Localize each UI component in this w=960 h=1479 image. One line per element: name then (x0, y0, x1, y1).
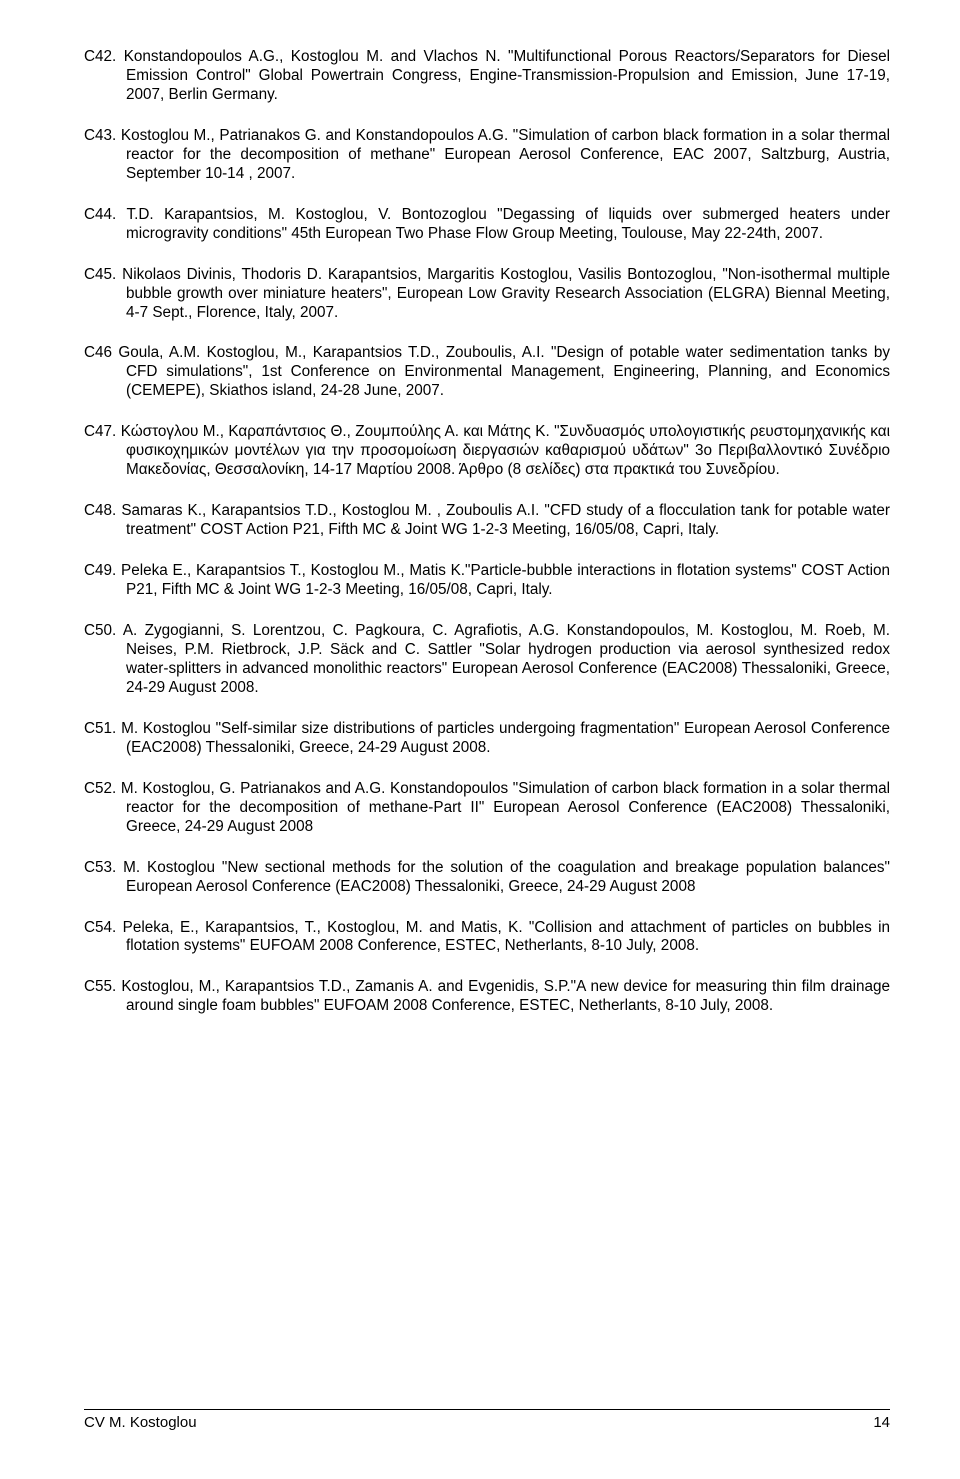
reference-id: C55. (84, 978, 116, 995)
reference-id: C43. (84, 127, 116, 144)
reference-id: C44. (84, 206, 116, 223)
reference-entry: C50. A. Zygogianni, S. Lorentzou, C. Pag… (84, 622, 890, 698)
reference-text: Peleka E., Karapantsios T., Kostoglou M.… (121, 562, 890, 598)
reference-id: C49. (84, 562, 116, 579)
reference-id: C53. (84, 859, 116, 876)
reference-text: Konstandopoulos A.G., Kostoglou M. and V… (124, 48, 890, 103)
reference-entry: C51. M. Kostoglou "Self-similar size dis… (84, 720, 890, 758)
reference-entry: C53. M. Kostoglou "New sectional methods… (84, 859, 890, 897)
reference-text: M. Kostoglou "New sectional methods for … (123, 859, 890, 895)
reference-id: C45. (84, 266, 116, 283)
reference-id: C48. (84, 502, 116, 519)
reference-entry: C45. Nikolaos Divinis, Thodoris D. Karap… (84, 266, 890, 323)
reference-id: C54. (84, 919, 116, 936)
footer-left: CV M. Kostoglou (84, 1414, 197, 1431)
footer-page-number: 14 (873, 1414, 890, 1431)
reference-entry: C47. Κώστογλου Μ., Καραπάντσιος Θ., Ζουμ… (84, 423, 890, 480)
reference-entry: C44. T.D. Karapantsios, M. Kostoglou, V.… (84, 206, 890, 244)
reference-text: A. Zygogianni, S. Lorentzou, C. Pagkoura… (123, 622, 890, 696)
reference-id: C46 (84, 344, 112, 361)
reference-entry: C52. M. Kostoglou, G. Patrianakos and A.… (84, 780, 890, 837)
reference-list: C42. Konstandopoulos A.G., Kostoglou M. … (84, 48, 890, 1016)
reference-id: C51. (84, 720, 116, 737)
reference-entry: C49. Peleka E., Karapantsios T., Kostogl… (84, 562, 890, 600)
reference-id: C42. (84, 48, 116, 65)
reference-text: T.D. Karapantsios, M. Kostoglou, V. Bont… (126, 206, 890, 242)
reference-id: C50. (84, 622, 116, 639)
reference-text: Nikolaos Divinis, Thodoris D. Karapantsi… (122, 266, 890, 321)
reference-entry: C48. Samaras K., Karapantsios T.D., Kost… (84, 502, 890, 540)
reference-text: Goula, A.M. Kostoglou, M., Karapantsios … (118, 344, 890, 399)
reference-entry: C54. Peleka, E., Karapantsios, T., Kosto… (84, 919, 890, 957)
reference-text: Kostoglou, M., Karapantsios T.D., Zamani… (121, 978, 890, 1014)
reference-id: C52. (84, 780, 116, 797)
reference-text: Kostoglou M., Patrianakos G. and Konstan… (121, 127, 890, 182)
reference-entry: C43. Kostoglou M., Patrianakos G. and Ko… (84, 127, 890, 184)
reference-text: M. Kostoglou, G. Patrianakos and A.G. Ko… (121, 780, 890, 835)
reference-entry: C42. Konstandopoulos A.G., Kostoglou M. … (84, 48, 890, 105)
reference-entry: C55. Kostoglou, M., Karapantsios T.D., Z… (84, 978, 890, 1016)
reference-entry: C46 Goula, A.M. Kostoglou, M., Karapants… (84, 344, 890, 401)
footer: CV M. Kostoglou 14 (84, 1409, 890, 1431)
reference-text: Peleka, E., Karapantsios, T., Kostoglou,… (123, 919, 890, 955)
reference-text: Κώστογλου Μ., Καραπάντσιος Θ., Ζουμπούλη… (121, 423, 890, 478)
reference-text: Samaras K., Karapantsios T.D., Kostoglou… (121, 502, 890, 538)
page: C42. Konstandopoulos A.G., Kostoglou M. … (0, 0, 960, 1479)
reference-text: M. Kostoglou "Self-similar size distribu… (121, 720, 890, 756)
reference-id: C47. (84, 423, 116, 440)
